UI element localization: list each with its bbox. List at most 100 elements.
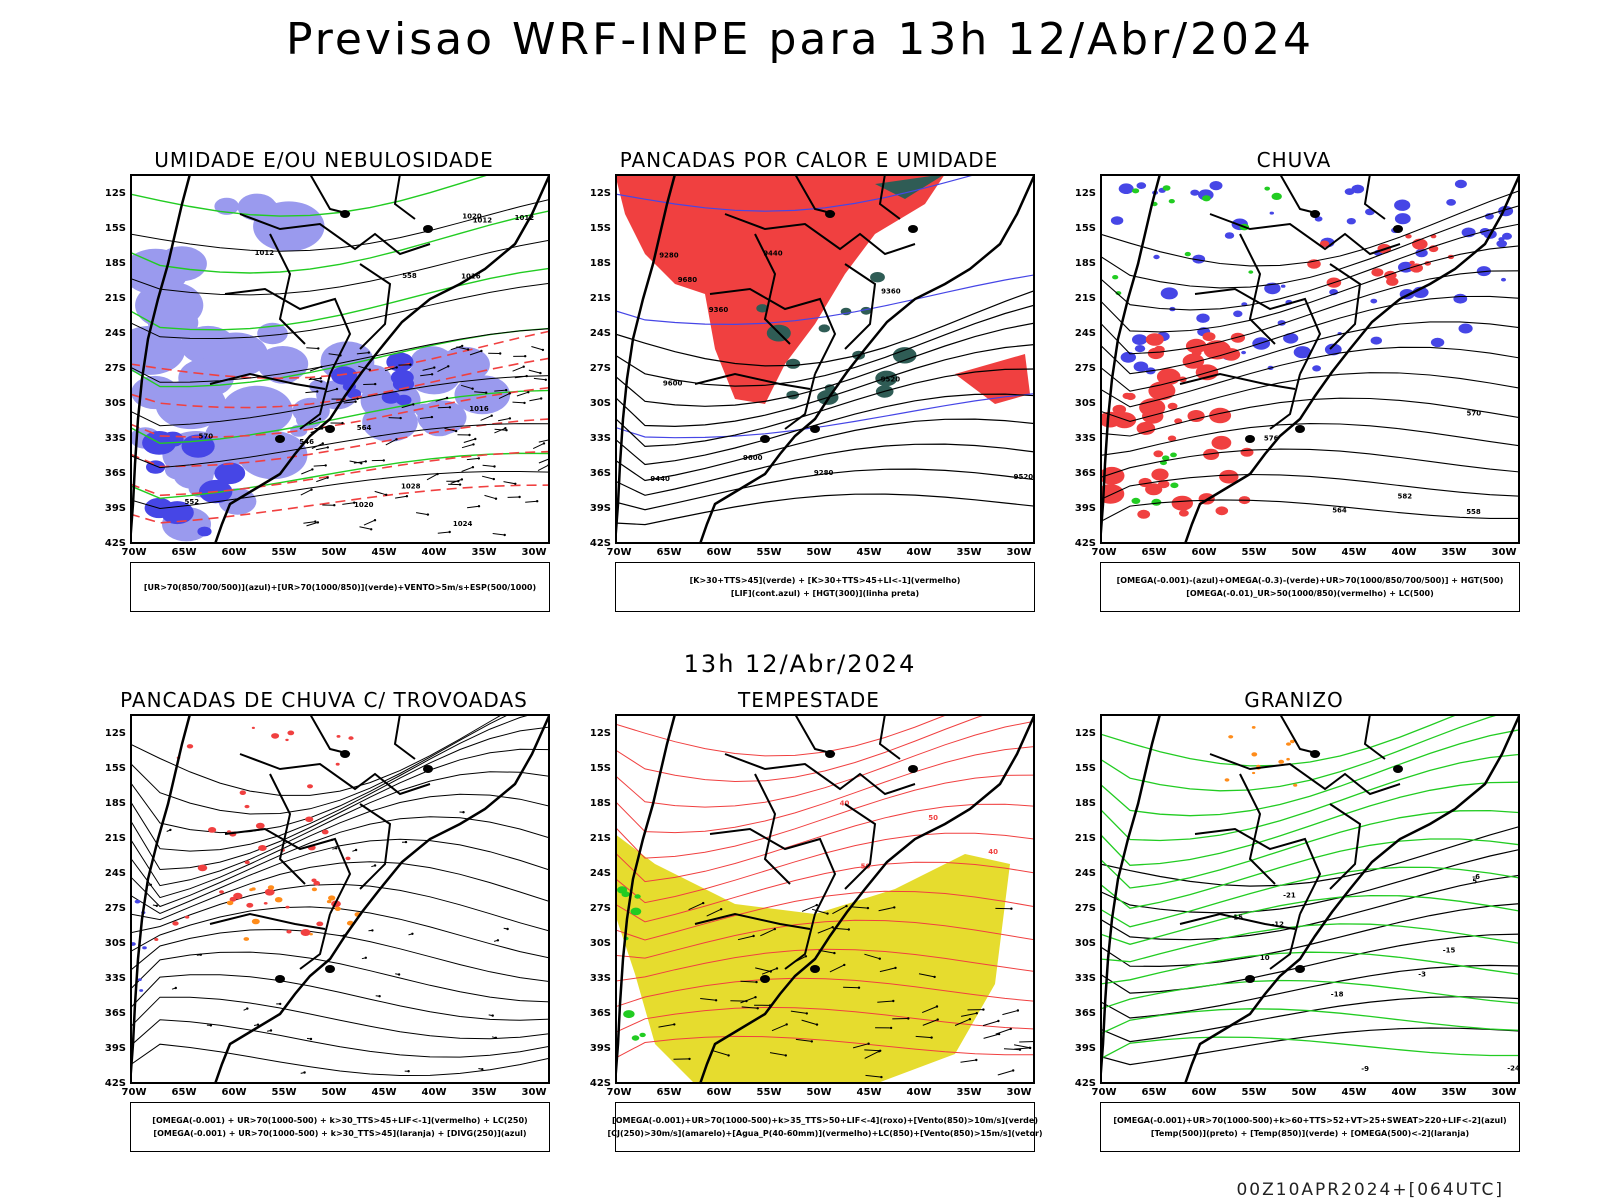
temp500-contour — [1100, 848, 1520, 914]
precip-water-contour — [615, 774, 1035, 859]
streamline-arrow-head — [246, 1007, 249, 1010]
latitude-tick-label: 24S — [1074, 328, 1096, 339]
temp850-contour — [1100, 1008, 1520, 1035]
panel-title: TEMPESTADE — [738, 688, 880, 712]
latitude-tick-label: 21S — [104, 833, 126, 844]
longitude-tick-label: 35W — [471, 1087, 497, 1098]
storm-weak-area — [267, 885, 275, 890]
legend-text: [OMEGA(-0.01)_UR>50(1000/850)(vermelho) … — [1186, 589, 1434, 598]
latitude-tick-label: 24S — [104, 328, 126, 339]
streamline-arrow-head — [496, 939, 500, 942]
country-border — [239, 213, 431, 256]
contour-label: 9440 — [763, 250, 783, 258]
humidity-dense-area — [331, 366, 358, 385]
longitude-tick-label: 35W — [471, 547, 497, 558]
panel-title: PANCADAS POR CALOR E UMIDADE — [619, 148, 999, 172]
wind-vector-head — [433, 366, 436, 369]
wind850-vector-head — [997, 1019, 1000, 1023]
wind-vector-head — [409, 363, 412, 366]
lif-contour — [615, 393, 1035, 439]
wind-vector — [494, 427, 506, 434]
wind850-vector — [740, 980, 757, 983]
wind850-vector-head — [702, 901, 705, 905]
rain-omega-area — [1446, 199, 1456, 206]
wind-vector-head — [499, 352, 502, 355]
wind-vector-head — [448, 406, 452, 409]
lif-contour — [615, 274, 1035, 326]
wind-vector-head — [335, 387, 339, 391]
legend-text: [OMEGA(-0.001) + UR>70(1000-500) + k>30_… — [153, 1129, 527, 1138]
wind-vector-head — [540, 397, 543, 400]
lake — [760, 435, 770, 443]
wind850-vector-head — [930, 1036, 933, 1039]
contour-label: -24 — [1507, 1065, 1520, 1073]
andes-coastline — [615, 174, 677, 544]
wind-vector — [494, 428, 507, 431]
wind-vector-head — [505, 388, 508, 392]
storm-area — [336, 735, 341, 738]
atlantic-coastline — [213, 714, 550, 1084]
rain-moderate-area — [1264, 186, 1270, 191]
longitude-tick-label: 65W — [656, 1087, 682, 1098]
rain-omega-area — [1133, 361, 1149, 372]
wind850-vector — [1003, 1048, 1021, 1051]
country-border — [1269, 373, 1301, 430]
lake — [810, 965, 820, 973]
wind850-vector — [761, 967, 778, 975]
map-plot: 9680 9600 9520 9440 9360 9280 9600 9520 9440 9360… — [615, 174, 1035, 544]
legend-text: [OMEGA(-0.001) + UR>70(1000-500) + k>30_… — [152, 1116, 528, 1125]
latitude-tick-label: 30S — [104, 398, 126, 409]
lake — [1295, 965, 1305, 973]
humidity-dense-area — [214, 462, 246, 485]
map-plot — [130, 714, 550, 1084]
wind850-vector — [843, 986, 860, 989]
wind850-vector — [700, 998, 717, 1001]
wind-vector — [467, 505, 480, 509]
storm-area — [348, 736, 354, 740]
storm-area — [316, 921, 324, 927]
longitude-tick-label: 30W — [521, 547, 547, 558]
country-border — [784, 373, 816, 430]
wind850-vector — [790, 1010, 807, 1014]
hgt300-contour — [615, 368, 1035, 448]
wind850-vector — [658, 1023, 675, 1028]
divergence-area — [142, 946, 147, 950]
latitude-tick-label: 21S — [1074, 293, 1096, 304]
contour-label: 564 — [1332, 507, 1347, 515]
longitude-tick-label: 60W — [1191, 547, 1217, 558]
longitude-tick-label: 30W — [1491, 1087, 1517, 1098]
country-border — [694, 912, 811, 930]
wind-vector — [450, 345, 463, 351]
latitude-tick-label: 15S — [589, 223, 611, 234]
rain-heavy-area — [1230, 332, 1245, 343]
longitude-tick-label: 70W — [1091, 1087, 1117, 1098]
streamline-contour — [130, 793, 550, 899]
wind-vector-head — [395, 438, 398, 441]
omega500-area — [1224, 778, 1230, 782]
rain-heavy-area — [1405, 234, 1412, 239]
storm-area — [255, 822, 265, 829]
temp850-contour — [1100, 923, 1520, 963]
panel-tempestade: TEMPESTADE 40 50 40 50 12S 15S 18S 21S 24S 27S 30S 3… — [579, 688, 1043, 1158]
longitude-tick-label: 55W — [756, 547, 782, 558]
latitude-tick-label: 18S — [589, 258, 611, 269]
panel-title: PANCADAS DE CHUVA C/ TROVOADAS — [120, 688, 528, 712]
main-title: Previsao WRF-INPE para 13h 12/Abr/2024 — [285, 14, 1314, 65]
wind-vector-head — [505, 429, 508, 432]
wind-vector — [512, 366, 524, 372]
wind-vector-head — [547, 463, 550, 467]
rain-heavy-area — [1209, 407, 1232, 424]
lake — [908, 225, 918, 233]
wind850-vector-head — [826, 912, 829, 915]
wind-vector — [450, 478, 463, 484]
humidity-dense-area — [346, 388, 362, 399]
country-border — [1209, 753, 1401, 796]
wind850-vector — [982, 1020, 999, 1027]
humidity-low-contour — [130, 389, 550, 445]
wind-vector-head — [320, 365, 323, 369]
country-border — [844, 263, 877, 350]
legend-box: [OMEGA(-0.001)+UR>70(1000-500)+k>60+TTS>… — [1100, 1102, 1520, 1152]
wind-vector-head — [514, 482, 517, 485]
panel-title: CHUVA — [1256, 148, 1332, 172]
longitude-tick-label: 60W — [1191, 1087, 1217, 1098]
